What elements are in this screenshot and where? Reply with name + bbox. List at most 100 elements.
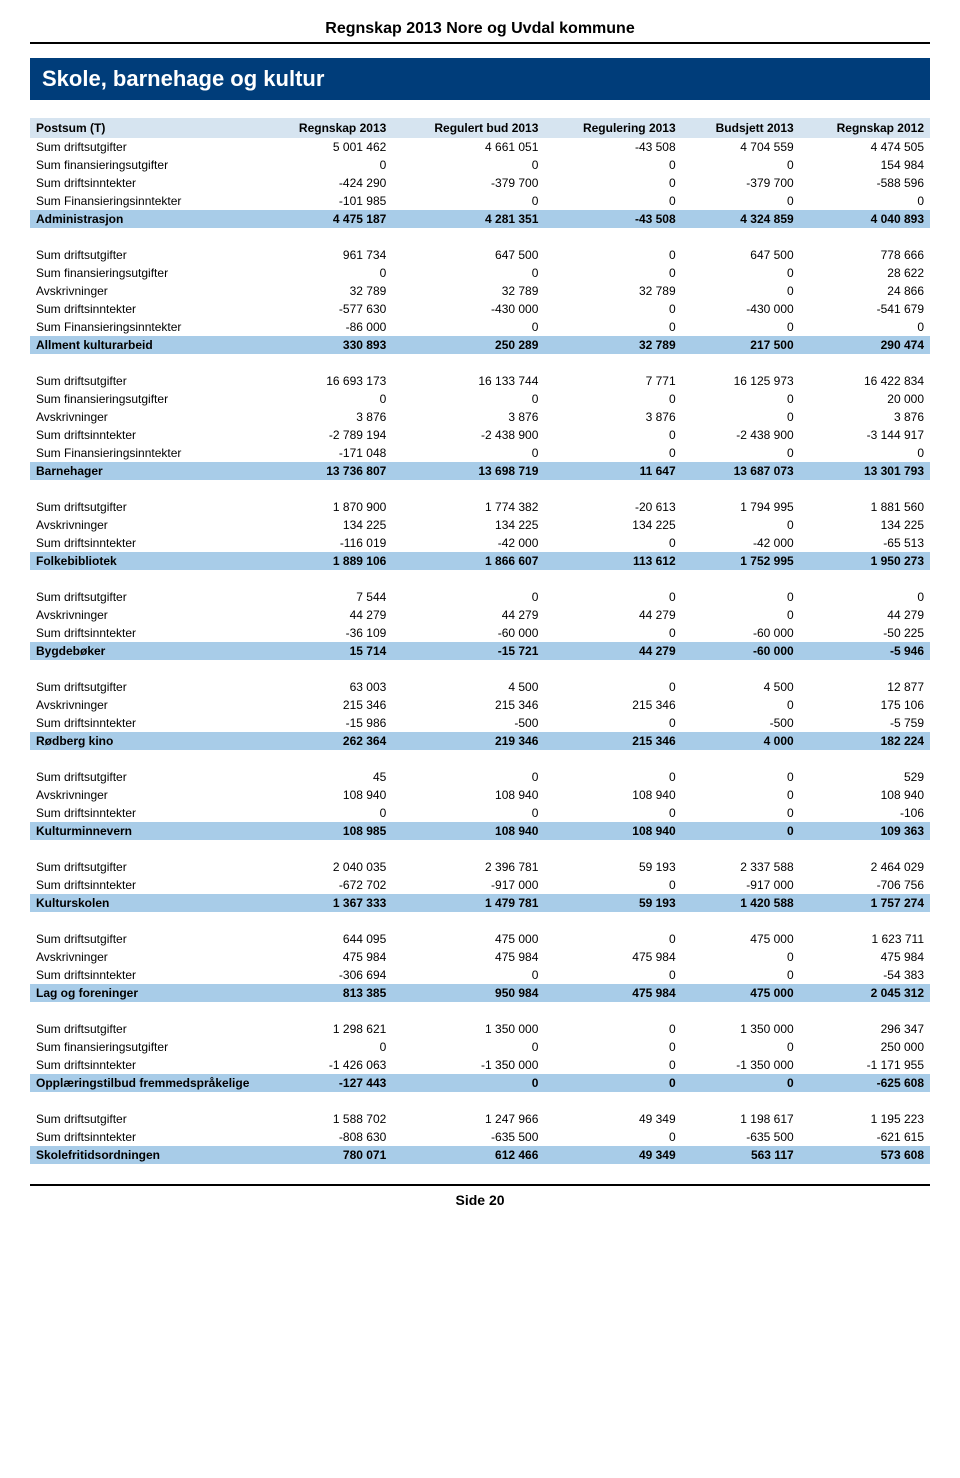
row-value: -500 [392, 714, 544, 732]
subtotal-label: Barnehager [30, 462, 262, 480]
row-label: Sum driftsutgifter [30, 246, 262, 264]
row-value: 0 [682, 444, 800, 462]
row-value: -541 679 [800, 300, 930, 318]
row-label: Sum driftsutgifter [30, 138, 262, 156]
row-label: Sum driftsutgifter [30, 678, 262, 696]
spacer-row [30, 840, 930, 858]
row-value: 1 881 560 [800, 498, 930, 516]
subtotal-value: 0 [392, 1074, 544, 1092]
row-value: -430 000 [392, 300, 544, 318]
row-value: 4 500 [392, 678, 544, 696]
spacer-row [30, 354, 930, 372]
subtotal-value: 113 612 [544, 552, 681, 570]
subtotal-value: 11 647 [544, 462, 681, 480]
row-value: 0 [262, 1038, 392, 1056]
subtotal-value: 4 324 859 [682, 210, 800, 228]
row-value: 0 [682, 408, 800, 426]
row-value: -588 596 [800, 174, 930, 192]
row-value: 175 106 [800, 696, 930, 714]
table-row: Sum Finansieringsinntekter-86 0000000 [30, 318, 930, 336]
row-value: 59 193 [544, 858, 681, 876]
row-value: 475 000 [392, 930, 544, 948]
row-value: -106 [800, 804, 930, 822]
subtotal-label: Rødberg kino [30, 732, 262, 750]
row-value: 1 794 995 [682, 498, 800, 516]
subtotal-value: 330 893 [262, 336, 392, 354]
subtotal-value: 182 224 [800, 732, 930, 750]
table-row: Sum driftsinntekter-36 109-60 0000-60 00… [30, 624, 930, 642]
row-value: 1 350 000 [682, 1020, 800, 1038]
row-value: 0 [682, 786, 800, 804]
row-value: 3 876 [392, 408, 544, 426]
col-regulertbud: Regulert bud 2013 [392, 118, 544, 138]
subtotal-row: Bygdebøker15 714-15 72144 279-60 000-5 9… [30, 642, 930, 660]
row-value: 0 [392, 966, 544, 984]
row-value: -116 019 [262, 534, 392, 552]
table-row: Avskrivninger32 78932 78932 789024 866 [30, 282, 930, 300]
row-value: 2 040 035 [262, 858, 392, 876]
subtotal-value: 573 608 [800, 1146, 930, 1164]
col-regnskap2012: Regnskap 2012 [800, 118, 930, 138]
row-value: -424 290 [262, 174, 392, 192]
row-label: Sum driftsinntekter [30, 624, 262, 642]
row-value: 250 000 [800, 1038, 930, 1056]
row-value: 961 734 [262, 246, 392, 264]
row-label: Sum finansieringsutgifter [30, 1038, 262, 1056]
row-label: Sum driftsutgifter [30, 768, 262, 786]
row-value: -635 500 [682, 1128, 800, 1146]
row-value: -101 985 [262, 192, 392, 210]
subtotal-value: 780 071 [262, 1146, 392, 1164]
subtotal-value: 32 789 [544, 336, 681, 354]
row-value: 0 [682, 948, 800, 966]
table-row: Avskrivninger475 984475 984475 9840475 9… [30, 948, 930, 966]
row-value: 0 [544, 768, 681, 786]
row-value: 0 [392, 804, 544, 822]
row-value: 134 225 [262, 516, 392, 534]
page-footer: Side 20 [30, 1184, 930, 1208]
row-value: 0 [682, 192, 800, 210]
table-row: Avskrivninger3 8763 8763 87603 876 [30, 408, 930, 426]
table-row: Sum driftsutgifter5 001 4624 661 051-43 … [30, 138, 930, 156]
row-value: 134 225 [800, 516, 930, 534]
spacer-row [30, 660, 930, 678]
table-row: Sum driftsinntekter-672 702-917 0000-917… [30, 876, 930, 894]
subtotal-value: 4 475 187 [262, 210, 392, 228]
table-row: Sum finansieringsutgifter0000250 000 [30, 1038, 930, 1056]
subtotal-row: Administrasjon4 475 1874 281 351-43 5084… [30, 210, 930, 228]
row-label: Sum driftsinntekter [30, 804, 262, 822]
row-value: -2 438 900 [392, 426, 544, 444]
row-value: 215 346 [262, 696, 392, 714]
row-value: -635 500 [392, 1128, 544, 1146]
row-value: 24 866 [800, 282, 930, 300]
subtotal-value: 4 281 351 [392, 210, 544, 228]
subtotal-value: 217 500 [682, 336, 800, 354]
row-value: 154 984 [800, 156, 930, 174]
row-value: 0 [262, 804, 392, 822]
row-label: Avskrivninger [30, 948, 262, 966]
row-value: 134 225 [544, 516, 681, 534]
row-label: Sum Finansieringsinntekter [30, 192, 262, 210]
row-label: Sum driftsutgifter [30, 588, 262, 606]
row-value: 28 622 [800, 264, 930, 282]
subtotal-value: 44 279 [544, 642, 681, 660]
subtotal-label: Kulturskolen [30, 894, 262, 912]
row-value: 0 [262, 156, 392, 174]
table-row: Sum driftsutgifter16 693 17316 133 7447 … [30, 372, 930, 390]
row-value: 0 [392, 768, 544, 786]
row-value: 0 [682, 264, 800, 282]
row-value: -1 426 063 [262, 1056, 392, 1074]
row-value: 16 125 973 [682, 372, 800, 390]
subtotal-value: 1 889 106 [262, 552, 392, 570]
table-row: Sum driftsinntekter-1 426 063-1 350 0000… [30, 1056, 930, 1074]
table-row: Sum Finansieringsinntekter-171 0480000 [30, 444, 930, 462]
row-value: 475 000 [682, 930, 800, 948]
subtotal-value: 612 466 [392, 1146, 544, 1164]
row-value: -5 759 [800, 714, 930, 732]
subtotal-value: 219 346 [392, 732, 544, 750]
row-value: -2 789 194 [262, 426, 392, 444]
row-value: 4 474 505 [800, 138, 930, 156]
table-row: Sum driftsinntekter-116 019-42 0000-42 0… [30, 534, 930, 552]
row-value: 2 396 781 [392, 858, 544, 876]
row-value: 1 195 223 [800, 1110, 930, 1128]
subtotal-value: 108 940 [544, 822, 681, 840]
